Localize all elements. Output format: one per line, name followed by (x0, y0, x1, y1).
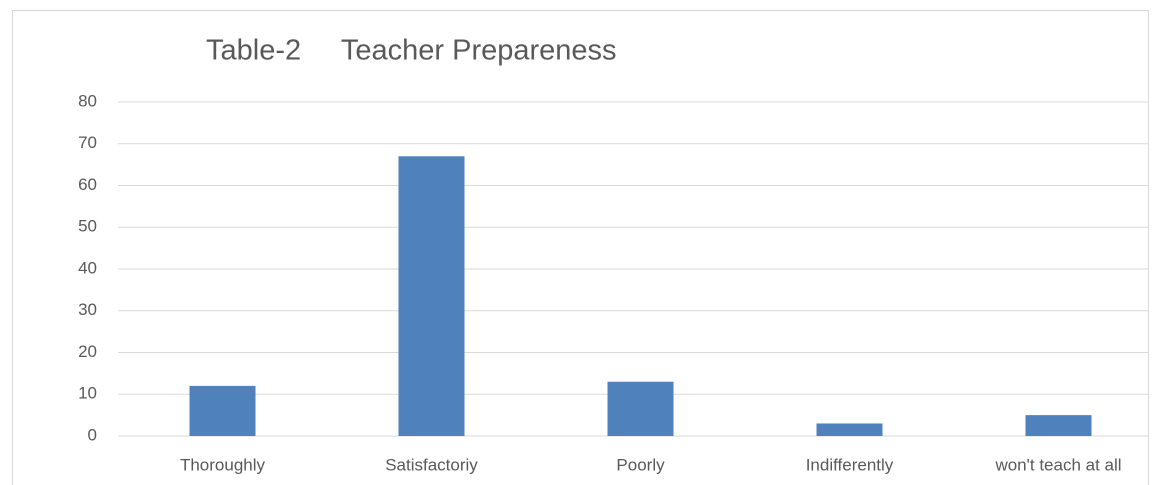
y-tick-label: 30 (78, 300, 97, 319)
y-tick-label: 10 (78, 384, 97, 403)
y-tick-label: 70 (78, 133, 97, 152)
bar (816, 423, 883, 436)
chart-frame (12, 10, 1149, 485)
x-tick-label: Satisfactoriy (385, 455, 478, 474)
y-tick-label: 20 (78, 342, 97, 361)
x-tick-label: Poorly (616, 455, 665, 474)
x-tick-label: Indifferently (806, 455, 894, 474)
bar (1025, 415, 1092, 436)
x-tick-label: Thoroughly (180, 455, 266, 474)
bar (189, 385, 256, 436)
bar (398, 156, 465, 436)
y-tick-label: 80 (78, 91, 97, 110)
bar (607, 381, 674, 436)
x-tick-label: won't teach at all (994, 455, 1121, 474)
chart-title: Table-2 Teacher Prepareness (206, 35, 617, 67)
y-tick-label: 60 (78, 175, 97, 194)
y-tick-label: 50 (78, 217, 97, 236)
y-tick-label: 40 (78, 258, 97, 277)
y-tick-label: 0 (88, 425, 97, 444)
